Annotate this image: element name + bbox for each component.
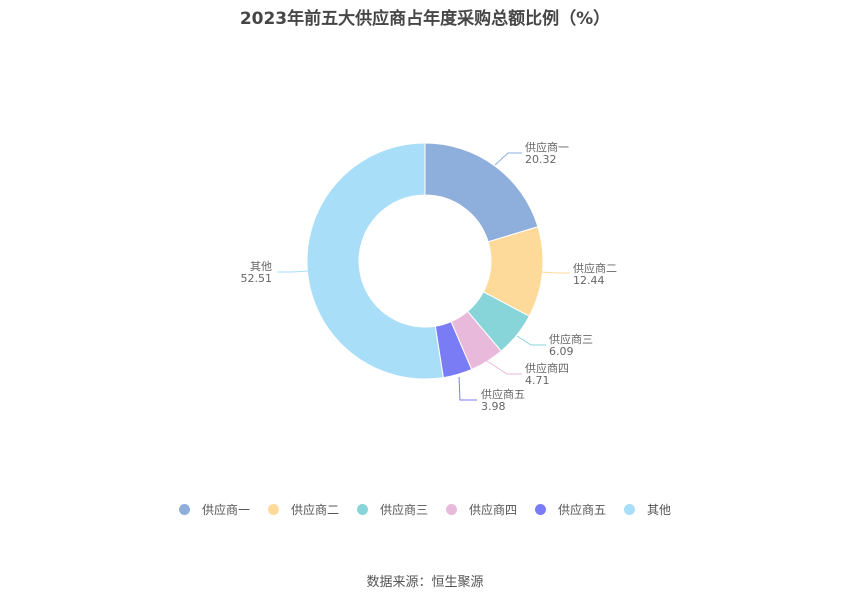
legend-label: 供应商一 bbox=[201, 503, 250, 517]
label-supplier-4-name: 供应商四 bbox=[525, 361, 569, 375]
label-supplier-2-value: 12.44 bbox=[573, 274, 605, 287]
donut-slice-1[interactable] bbox=[424, 142, 539, 243]
legend-item-supplier-3[interactable]: 供应商三 bbox=[356, 501, 428, 518]
donut-slices bbox=[306, 142, 544, 380]
legend-dot-icon bbox=[446, 504, 457, 515]
legend-label: 供应商二 bbox=[290, 503, 339, 517]
leader-line-supplier-4 bbox=[486, 360, 522, 375]
label-supplier-3-value: 6.09 bbox=[549, 345, 574, 358]
label-supplier-1-name: 供应商一 bbox=[525, 140, 569, 154]
data-source-note: 数据来源：恒生聚源 bbox=[366, 575, 484, 590]
donut-slice-6[interactable] bbox=[306, 142, 444, 380]
legend-item-other[interactable]: 其他 bbox=[624, 501, 671, 518]
leader-line-supplier-2 bbox=[540, 271, 570, 274]
chart-title: 2023年前五大供应商占年度采购总额比例（%） bbox=[239, 9, 611, 29]
label-supplier-1-value: 20.32 bbox=[525, 153, 557, 166]
label-other-value: 52.51 bbox=[241, 272, 273, 285]
legend-dot-icon bbox=[178, 504, 190, 515]
label-supplier-5-value: 3.98 bbox=[481, 400, 506, 413]
legend-item-supplier-4[interactable]: 供应商四 bbox=[446, 501, 517, 518]
legend-item-supplier-1[interactable]: 供应商一 bbox=[178, 501, 250, 518]
legend-label: 其他 bbox=[647, 503, 672, 517]
leader-line-supplier-5 bbox=[458, 376, 477, 401]
label-other-name: 其他 bbox=[250, 260, 272, 273]
legend-dot-icon bbox=[535, 504, 547, 515]
legend-label: 供应商五 bbox=[558, 503, 607, 517]
legend-dot-icon bbox=[356, 504, 368, 515]
label-supplier-5-name: 供应商五 bbox=[481, 387, 525, 401]
label-supplier-2-name: 供应商二 bbox=[573, 261, 617, 275]
leader-line-supplier-3 bbox=[516, 335, 546, 346]
leader-line-other bbox=[277, 270, 309, 273]
legend-label: 供应商三 bbox=[379, 503, 428, 517]
legend-item-supplier-2[interactable]: 供应商二 bbox=[267, 501, 339, 518]
label-supplier-3-name: 供应商三 bbox=[549, 332, 593, 346]
leader-line-supplier-1 bbox=[494, 152, 522, 166]
chart-legend: 供应商一 供应商二 供应商三 供应商四 供应商五 其他 bbox=[0, 501, 850, 518]
legend-label: 供应商四 bbox=[469, 503, 518, 517]
legend-dot-icon bbox=[624, 504, 636, 515]
legend-item-supplier-5[interactable]: 供应商五 bbox=[535, 501, 606, 518]
legend-dot-icon bbox=[267, 504, 279, 515]
label-supplier-4-value: 4.71 bbox=[525, 374, 550, 387]
